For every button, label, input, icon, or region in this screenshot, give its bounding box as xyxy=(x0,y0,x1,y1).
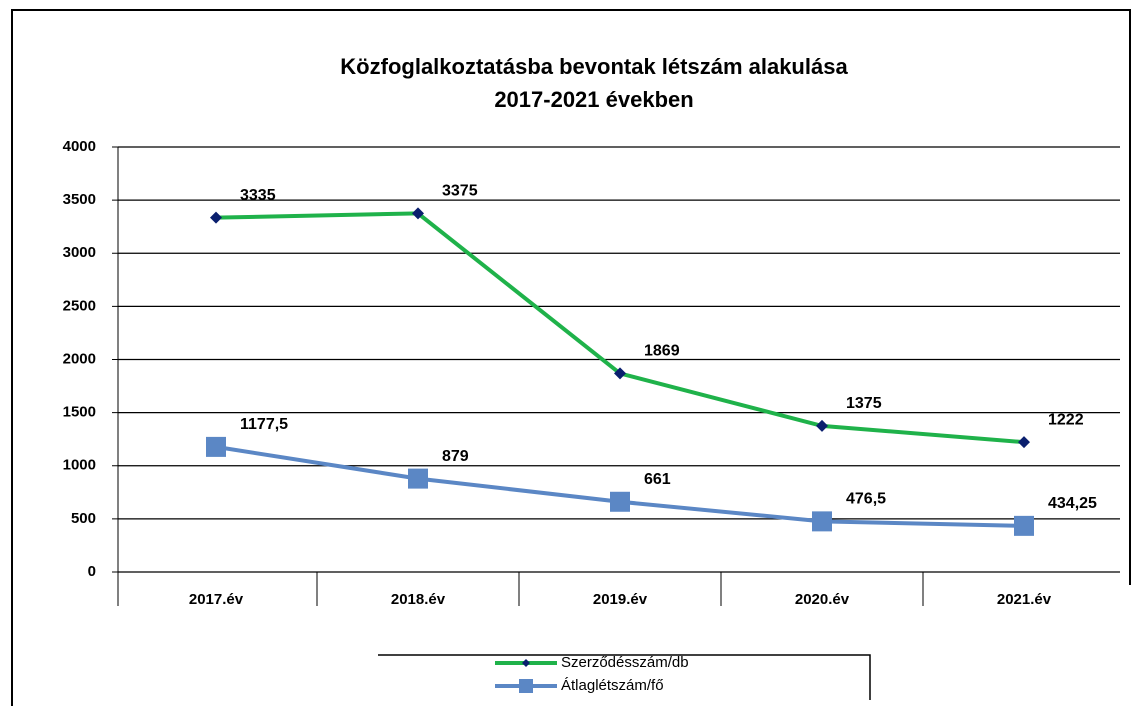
chart-frame xyxy=(11,9,1131,706)
marker xyxy=(206,436,226,457)
data-label: 1375 xyxy=(846,395,882,412)
legend-label: Átlaglétszám/fő xyxy=(561,677,664,694)
data-label: 434,25 xyxy=(1048,495,1097,512)
data-label: 1222 xyxy=(1048,411,1084,428)
y-tick-label: 2500 xyxy=(63,297,96,314)
data-label: 879 xyxy=(442,448,469,465)
y-tick-label: 1000 xyxy=(63,457,96,474)
y-tick-label: 0 xyxy=(88,563,96,580)
marker xyxy=(408,468,428,489)
legend-label: Szerződésszám/db xyxy=(561,654,689,671)
y-tick-label: 3000 xyxy=(63,244,96,261)
marker xyxy=(812,511,832,532)
y-tick-label: 500 xyxy=(71,510,96,527)
marker xyxy=(522,659,530,667)
x-tick-label: 2018.év xyxy=(391,591,446,608)
marker xyxy=(816,419,828,432)
data-label: 3335 xyxy=(240,187,276,204)
marker xyxy=(1018,436,1030,449)
x-tick-label: 2019.év xyxy=(593,591,648,608)
y-tick-label: 1500 xyxy=(63,404,96,421)
x-tick-label: 2020.év xyxy=(795,591,850,608)
marker xyxy=(614,367,626,380)
y-tick-label: 4000 xyxy=(63,138,96,155)
marker xyxy=(412,207,424,220)
series-line xyxy=(215,211,1025,445)
legend-frame xyxy=(378,654,871,700)
y-tick-label: 2000 xyxy=(63,350,96,367)
x-tick-label: 2021.év xyxy=(997,591,1052,608)
data-label: 661 xyxy=(644,471,671,488)
marker xyxy=(1014,515,1034,536)
data-label: 476,5 xyxy=(846,491,886,508)
chart-title: 2017-2021 években xyxy=(494,87,693,112)
x-tick-label: 2017.év xyxy=(189,591,244,608)
data-label: 1177,5 xyxy=(240,416,288,433)
marker xyxy=(610,491,630,512)
marker xyxy=(210,211,222,224)
data-label: 3375 xyxy=(442,183,478,200)
chart-title: Közfoglalkoztatásba bevontak létszám ala… xyxy=(340,54,848,79)
marker xyxy=(519,679,533,693)
series-line xyxy=(215,444,1025,528)
data-label: 1869 xyxy=(644,343,680,360)
y-tick-label: 3500 xyxy=(63,191,96,208)
